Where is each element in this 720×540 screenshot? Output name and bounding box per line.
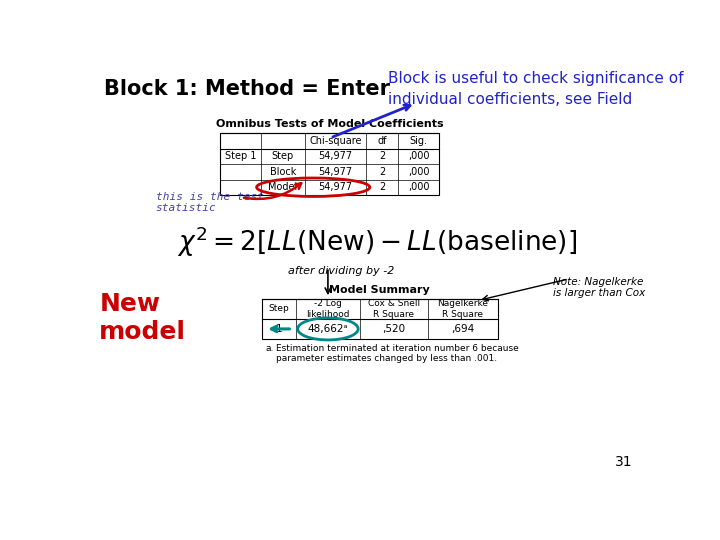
Text: 2: 2	[379, 167, 385, 177]
Text: Step: Step	[272, 151, 294, 161]
Text: -2 Log
likelihood: -2 Log likelihood	[306, 299, 350, 319]
Text: $\chi^2 = 2[LL(\mathrm{New}) - LL(\mathrm{baseline})]$: $\chi^2 = 2[LL(\mathrm{New}) - LL(\mathr…	[176, 225, 577, 259]
Text: Block: Block	[270, 167, 296, 177]
Text: Model: Model	[269, 182, 297, 192]
Text: 2: 2	[379, 182, 385, 192]
Text: this is the test
statistic: this is the test statistic	[156, 192, 264, 213]
Text: 31: 31	[615, 455, 632, 469]
Text: Note: Nagelkerke
is larger than Cox: Note: Nagelkerke is larger than Cox	[554, 276, 646, 298]
Text: 54,977: 54,977	[319, 182, 353, 192]
Text: after dividing by -2: after dividing by -2	[287, 266, 394, 276]
Text: ,520: ,520	[382, 324, 405, 334]
Bar	[262, 299, 498, 339]
Text: 54,977: 54,977	[319, 151, 353, 161]
Text: Estimation terminated at iteration number 6 because
parameter estimates changed : Estimation terminated at iteration numbe…	[276, 343, 518, 363]
Bar	[220, 133, 438, 195]
Text: ,694: ,694	[451, 324, 474, 334]
Text: Chi-square: Chi-square	[310, 136, 362, 146]
Text: ,000: ,000	[408, 182, 429, 192]
Text: df: df	[377, 136, 387, 146]
Text: Block is useful to check significance of
individual coefficients, see Field: Block is useful to check significance of…	[388, 71, 684, 107]
Text: ,000: ,000	[408, 151, 429, 161]
Text: Nagelkerke
R Square: Nagelkerke R Square	[437, 299, 488, 319]
Text: 54,977: 54,977	[319, 167, 353, 177]
Text: New
model: New model	[99, 292, 186, 344]
Text: 1: 1	[276, 324, 282, 334]
Text: Model Summary: Model Summary	[330, 285, 431, 295]
Text: Omnibus Tests of Model Coefficients: Omnibus Tests of Model Coefficients	[216, 119, 444, 129]
Text: Step 1: Step 1	[225, 151, 256, 161]
Text: a.: a.	[266, 343, 274, 353]
Text: Step: Step	[269, 305, 289, 313]
Text: 2: 2	[379, 151, 385, 161]
Text: Cox & Snell
R Square: Cox & Snell R Square	[368, 299, 420, 319]
Text: Block 1: Method = Enter: Block 1: Method = Enter	[104, 79, 390, 99]
Text: Sig.: Sig.	[410, 136, 428, 146]
Text: ,000: ,000	[408, 167, 429, 177]
Text: 48,662ᵃ: 48,662ᵃ	[307, 324, 348, 334]
